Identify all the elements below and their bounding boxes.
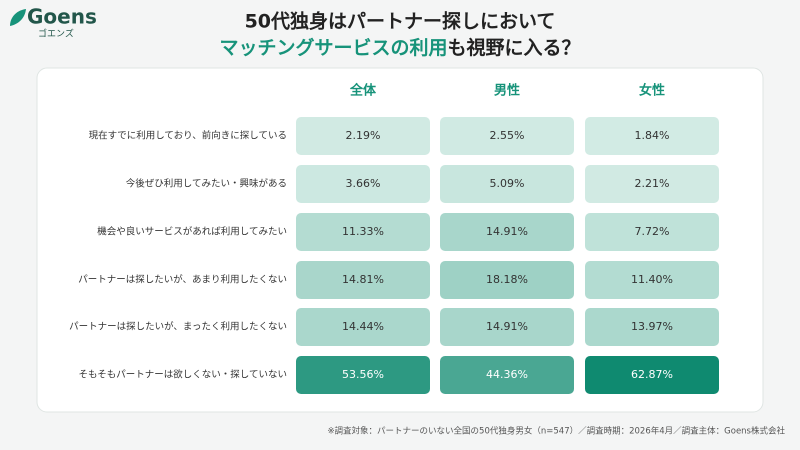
cell (585, 356, 719, 394)
row-label: 機会や良いサービスがあれば利用してみたい (97, 226, 287, 238)
logo-kana: ゴエンズ (38, 28, 74, 40)
cell (585, 308, 719, 346)
cell-label: 18.18% (486, 273, 528, 286)
cell-label: 2.21% (635, 177, 670, 190)
column-header: 女性 (639, 83, 665, 99)
title-line: マッチングサービスの利用も視野に入る？ (219, 36, 580, 59)
cell (440, 117, 574, 155)
row-label: 今後ぜひ利用してみたい・興味がある (126, 178, 287, 190)
logo-name: Goens (27, 5, 97, 29)
cell-label: 14.44% (342, 320, 384, 333)
column-header: 男性 (494, 83, 520, 99)
row-label: そもそもパートナーは欲しくない・探していない (78, 369, 287, 381)
cell-label: 14.91% (486, 225, 528, 238)
cell-label: 11.33% (342, 225, 384, 238)
cell (296, 165, 430, 203)
cell-label: 53.56% (342, 368, 384, 381)
cell (296, 308, 430, 346)
row-label: パートナーは探したいが、まったく利用したくない (69, 321, 287, 333)
cell-label: 5.09% (490, 177, 525, 190)
cell (440, 213, 574, 251)
cell-label: 3.66% (346, 177, 381, 190)
source-note: ※調査対象：パートナーのいない全国の50代独身男女（n=547）／調査時期：20… (327, 426, 785, 437)
cell (585, 261, 719, 299)
cell-label: 1.84% (635, 129, 670, 142)
cell (585, 117, 719, 155)
cell (585, 213, 719, 251)
cell-label: 14.91% (486, 320, 528, 333)
column-header: 全体 (349, 83, 377, 99)
title-rest: も視野に入る？ (448, 36, 581, 59)
cell-label: 13.97% (631, 320, 673, 333)
cell-label: 62.87% (631, 368, 673, 381)
cell (296, 261, 430, 299)
cell (585, 165, 719, 203)
cell (296, 356, 430, 394)
cell-label: 7.72% (635, 225, 670, 238)
cell (296, 117, 430, 155)
cell (440, 261, 574, 299)
cell-label: 2.19% (346, 129, 381, 142)
cell (296, 213, 430, 251)
cell (440, 308, 574, 346)
cell-label: 44.36% (486, 368, 528, 381)
cell (440, 356, 574, 394)
row-label: パートナーは探したいが、あまり利用したくない (78, 274, 287, 286)
cell-label: 14.81% (342, 273, 384, 286)
title-highlight: マッチングサービスの利用 (219, 36, 447, 59)
logo-leaf (10, 9, 26, 26)
cell-label: 2.55% (490, 129, 525, 142)
title-line: 50代独身はパートナー探しにおいて (245, 10, 556, 33)
cell-label: 11.40% (631, 273, 673, 286)
cell (440, 165, 574, 203)
row-label: 現在すでに利用しており、前向きに探している (89, 130, 287, 142)
